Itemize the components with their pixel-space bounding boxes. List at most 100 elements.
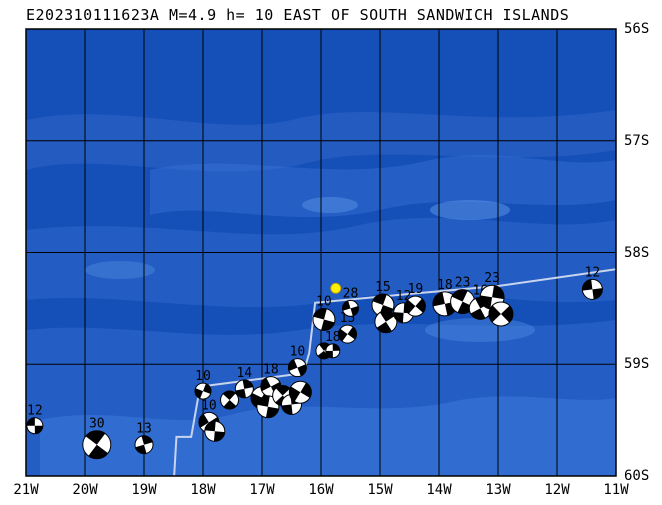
focal-mechanism: 13 (134, 422, 154, 455)
focal-mechanism: 15 (371, 280, 395, 317)
focal-mechanism (204, 420, 226, 442)
map-title: E202310111623A M=4.9 h= 10 EAST OF SOUTH… (26, 6, 570, 24)
plate-boundary (173, 268, 616, 476)
depth-label: 10 (201, 398, 217, 413)
lon-label-21w: 21W (13, 482, 39, 498)
focal-mechanism (256, 395, 280, 419)
beachball-quadrant (319, 342, 331, 351)
depth-label: 30 (89, 417, 105, 432)
bathymetry-shade (302, 197, 358, 213)
focal-mechanism (288, 380, 312, 404)
beachball-quadrant (342, 300, 351, 311)
beachball-quadrant (492, 285, 505, 300)
beachball-quadrant (393, 312, 404, 323)
beachball-quadrant (405, 299, 416, 314)
lat-label-56s: 56S (624, 21, 650, 37)
lon-label-17w: 17W (249, 482, 275, 498)
beachball-quadrant (372, 294, 387, 306)
depth-label: 28 (343, 286, 359, 301)
focal-mechanism (374, 310, 398, 334)
beachball-quadrant (141, 435, 153, 445)
lon-label-16w: 16W (308, 482, 334, 498)
beachball-quadrant (257, 395, 270, 407)
beachball-quadrant (198, 413, 209, 428)
depth-label: 18 (263, 363, 279, 378)
beachball-quadrant (275, 385, 290, 396)
focal-mechanism: 12 (26, 404, 44, 435)
beachball-quadrant (242, 379, 254, 389)
beachball-quadrant (235, 388, 247, 398)
bathymetry-shade (425, 318, 535, 342)
focal-mechanism: 14 (234, 366, 254, 399)
map-frame (25, 28, 617, 477)
beachball-quadrant (317, 350, 329, 359)
beachball-quadrant (592, 288, 603, 300)
beachball-quadrant (203, 383, 211, 394)
depth-label: 18 (325, 330, 341, 345)
focal-mechanism: 23 (479, 271, 505, 310)
depth-label: 18 (437, 278, 453, 293)
graticule (26, 29, 616, 476)
beachball-quadrant (332, 343, 340, 351)
lon-label-15w: 15W (367, 482, 393, 498)
depth-label: 13 (136, 422, 152, 437)
plate-boundary-line (173, 268, 616, 476)
focal-mechanism: 30 (82, 417, 112, 460)
beachball-quadrant (338, 328, 348, 342)
depth-label: 14 (236, 366, 252, 381)
beachball-quadrant (260, 377, 271, 392)
focal-mechanism (220, 390, 240, 410)
lat-label-59s: 59S (624, 356, 650, 372)
beachball-quadrant (415, 298, 426, 313)
beachball-quadrant (135, 444, 147, 454)
beachball-quadrant (300, 382, 312, 398)
beachball-quadrant (222, 391, 236, 401)
beachball-quadrant (321, 319, 335, 331)
beachball-quadrant (582, 279, 593, 291)
beachball-quadrant (223, 400, 237, 410)
beachball-quadrant (288, 359, 298, 371)
beachball-quadrant (470, 308, 486, 320)
epicenter-layer (330, 282, 342, 294)
lon-label-13w: 13W (485, 482, 511, 498)
focal-mechanism: 18 (325, 330, 341, 359)
beachball-quadrant (313, 308, 327, 320)
lon-label-11w: 11W (603, 482, 629, 498)
depth-label: 12 (585, 265, 601, 280)
beachball-quadrant (85, 430, 106, 445)
beachball-quadrant (350, 306, 359, 317)
beachball-quadrant (251, 392, 262, 408)
lon-label-19w: 19W (131, 482, 157, 498)
depth-label: 23 (484, 271, 500, 286)
beachball-quadrant (379, 310, 396, 322)
bathymetry-shade (150, 155, 616, 218)
beachball-quadrant (451, 289, 468, 302)
beachball-quadrant (325, 350, 333, 358)
focal-mechanism: 18 (432, 278, 458, 317)
depth-label: 19 (408, 282, 424, 297)
focal-mechanism (488, 301, 514, 327)
beachball-quadrant (488, 305, 501, 323)
beachball-quadrant (297, 364, 307, 376)
lon-label-18w: 18W (190, 482, 216, 498)
focal-mechanism: 12 (581, 265, 603, 300)
depth-label: 10 (316, 295, 332, 310)
beachball-quadrant (480, 295, 493, 310)
beachball-quadrant (281, 404, 293, 415)
depth-label: 23 (455, 276, 471, 291)
beachball-quadrant (432, 292, 445, 307)
beachball-quadrant (88, 444, 108, 459)
beachball-quadrant (500, 305, 513, 323)
focal-mechanism: 12 (393, 289, 415, 324)
focal-mechanism: 19 (404, 282, 426, 317)
focal-mechanism: 10 (194, 369, 212, 400)
depth-label: 10 (195, 369, 211, 384)
bathymetry-shade (430, 200, 510, 220)
lat-label-58s: 58S (624, 245, 650, 261)
bathymetry-shade (40, 396, 616, 476)
beachball-quadrant (376, 321, 392, 333)
beachball-quadrant (347, 326, 357, 340)
focal-mechanism: 10 (312, 295, 336, 332)
